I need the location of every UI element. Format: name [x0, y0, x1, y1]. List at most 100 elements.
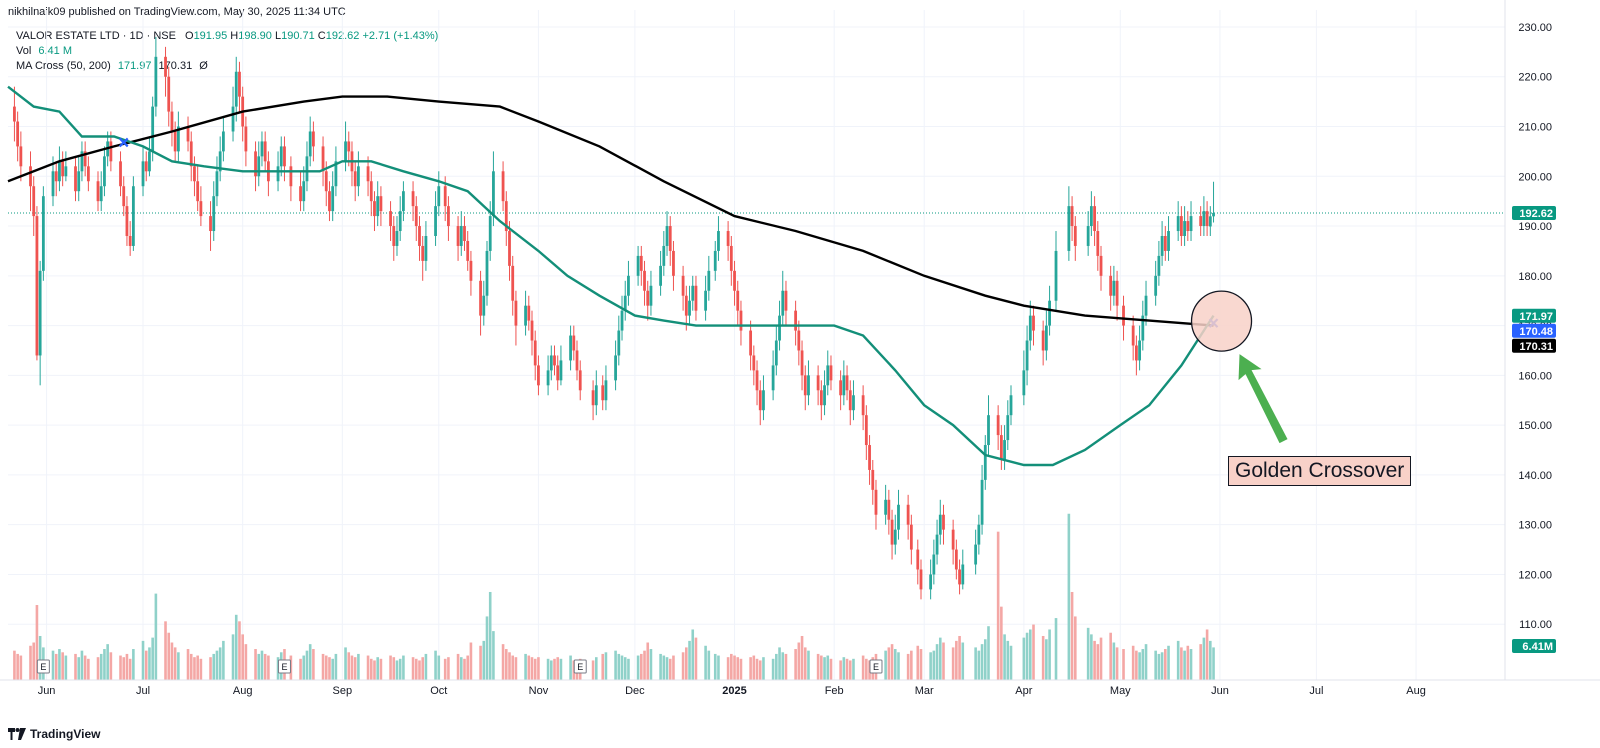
volume-bar [1212, 647, 1215, 680]
volume-bar [1009, 645, 1013, 680]
volume-bar [305, 650, 309, 680]
candle-body [575, 350, 579, 371]
candle-body [1157, 255, 1161, 276]
volume-bar [1186, 645, 1190, 680]
volume-bar [414, 658, 418, 680]
volume-bar [800, 635, 804, 680]
candle-body [321, 146, 325, 172]
candle-body [829, 365, 833, 381]
candle-body [1032, 315, 1035, 331]
volume-bar [845, 658, 849, 680]
candle-body [373, 201, 376, 217]
candle-body [1189, 216, 1193, 232]
volume-bar [209, 657, 212, 680]
candle-body [999, 435, 1003, 460]
volume-bar [331, 658, 334, 680]
open-label: O [185, 30, 194, 42]
x-tick-label: Aug [233, 685, 253, 697]
close-label: C [317, 30, 326, 42]
candle-body [257, 156, 261, 177]
candle-body [794, 310, 798, 331]
x-tick-label: Jun [38, 685, 56, 697]
volume-bar [1135, 650, 1138, 680]
volume-bar [919, 649, 923, 680]
earnings-marker-label: E [873, 662, 879, 672]
ma-cross-label[interactable]: MA Cross (50, 200) [16, 60, 111, 72]
candle-body [1199, 216, 1203, 227]
volume-bar [312, 649, 315, 680]
candle-body [131, 186, 135, 246]
volume-bar [775, 653, 778, 680]
candle-body [1041, 330, 1045, 351]
low-value: 190.71 [281, 30, 315, 42]
volume-bar [263, 653, 267, 680]
volume-bar [524, 653, 527, 680]
candle-body [816, 375, 820, 391]
candle-body [1009, 395, 1013, 416]
volume-bar [1164, 649, 1167, 680]
volume-bar [996, 531, 1000, 680]
candle-body [1073, 226, 1077, 246]
volume-bar [627, 658, 630, 680]
symbol-name[interactable]: VALOR ESTATE LTD · 1D · NSE [16, 30, 176, 42]
volume-bar [1144, 644, 1148, 680]
candle-body [826, 365, 830, 386]
candle-body [553, 355, 556, 366]
ma-200-line [7, 95, 1214, 327]
volume-bar [58, 649, 61, 680]
candle-body [437, 186, 441, 207]
earnings-marker-label: E [40, 662, 46, 672]
x-tick-label: Mar [915, 685, 934, 697]
open-value: 191.95 [193, 30, 228, 42]
tradingview-logo[interactable]: TradingView [8, 727, 100, 741]
volume-bar [119, 655, 122, 680]
candle-body [771, 365, 775, 391]
volume-bar [96, 657, 100, 680]
volume-bar [434, 650, 437, 680]
candle-body [312, 131, 315, 147]
volume-bar [395, 660, 399, 680]
candle-body [392, 226, 396, 246]
candle-body [492, 171, 495, 217]
volume-bar [1006, 640, 1010, 680]
x-tick-label: Jul [1309, 685, 1323, 697]
candle-body [488, 216, 492, 251]
volume-bar [1176, 640, 1180, 680]
volume-bar [781, 652, 785, 680]
candle-body [819, 390, 823, 406]
candle-body [1205, 211, 1209, 227]
candle-body [164, 56, 167, 77]
volume-bar [177, 652, 180, 680]
volume-bar [749, 657, 752, 680]
volume-bar [321, 653, 325, 680]
price-badge [1512, 338, 1556, 353]
ma-slow-value: 170.31 [158, 60, 193, 72]
candle-body [1138, 340, 1141, 361]
candle-body [1006, 415, 1010, 441]
candle-body [951, 529, 955, 550]
volume-bar [803, 647, 807, 680]
candle-body [421, 245, 425, 261]
candle-body [308, 131, 312, 157]
volume-bar [218, 647, 222, 680]
candle-body [800, 350, 804, 376]
candle-body [119, 161, 122, 187]
earnings-marker-label: E [577, 662, 583, 672]
candle-body [1141, 315, 1145, 341]
volume-bar [617, 653, 621, 680]
candle-body [781, 290, 785, 316]
candle-body [864, 415, 868, 446]
volume-bar [977, 650, 981, 680]
candle-body [537, 365, 540, 386]
volume-bar [1183, 650, 1186, 680]
volume-bar [530, 657, 534, 680]
x-tick-label: Nov [529, 685, 549, 697]
volume-bar [694, 637, 698, 680]
candle-body [758, 390, 762, 411]
volume-bar [254, 649, 257, 680]
candle-body [125, 206, 129, 236]
volume-bar [852, 658, 855, 680]
volume-label[interactable]: Vol [16, 45, 32, 57]
candle-body [1089, 206, 1093, 227]
